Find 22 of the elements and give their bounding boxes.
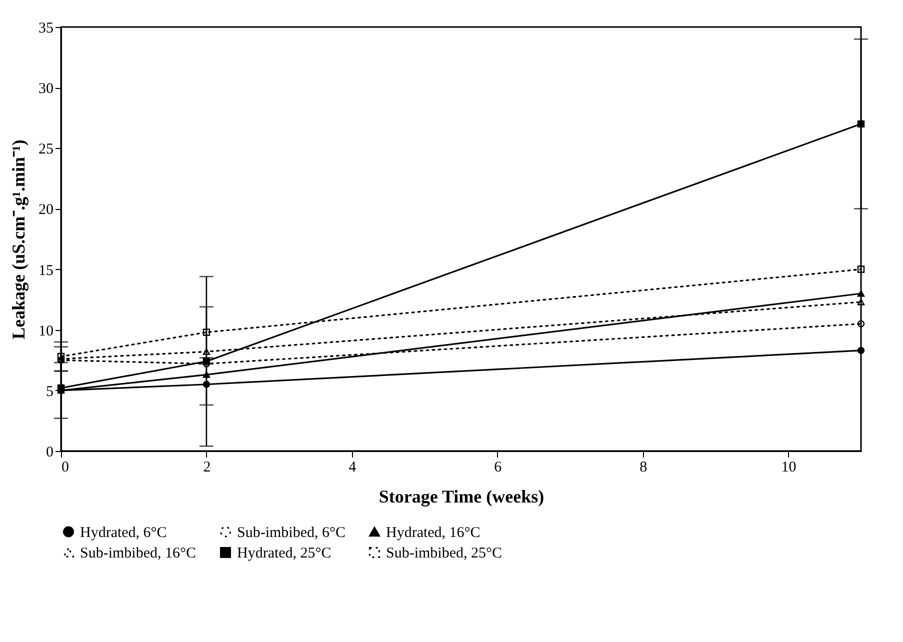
legend-label: Sub-imbibed, 16°C — [80, 546, 196, 562]
legend-label: Hydrated, 16°C — [386, 524, 480, 541]
y-tick-label: 35 — [38, 20, 54, 36]
x-tick-label: 10 — [781, 460, 796, 476]
x-tick-label: 6 — [494, 460, 502, 476]
legend-label: Sub-imbibed, 6°C — [237, 524, 346, 541]
x-tick-label: 4 — [348, 460, 357, 476]
y-tick-label: 5 — [46, 384, 54, 400]
x-axis-title: Storage Time (weeks) — [378, 486, 544, 506]
y-tick-label: 0 — [46, 444, 54, 460]
legend-label: Sub-imbibed, 25°C — [386, 546, 502, 562]
y-axis-title: Leakage (uS.cm⁻.g¹.min⁻¹) — [8, 140, 28, 340]
y-tick-label: 30 — [38, 81, 54, 98]
y-tick-label: 10 — [38, 323, 54, 340]
y-tick-label: 20 — [38, 202, 54, 218]
y-tick-label: 25 — [38, 142, 54, 158]
x-tick-label: 8 — [640, 460, 648, 476]
legend-label: Hydrated, 25°C — [237, 546, 332, 562]
x-tick-label: 2 — [203, 460, 211, 476]
legend-label: Hydrated, 6°C — [80, 524, 167, 541]
y-tick-label: 15 — [38, 262, 54, 279]
x-tick-label: 0 — [62, 460, 69, 476]
